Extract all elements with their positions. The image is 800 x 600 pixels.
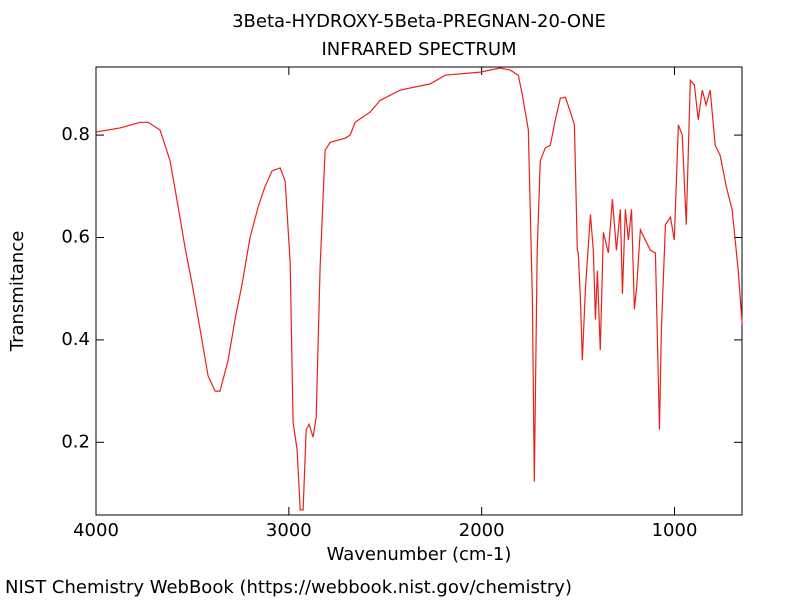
x-tick-label: 1000 <box>652 520 698 541</box>
x-axis-label: Wavenumber (cm-1) <box>327 544 512 565</box>
spectrum-line <box>95 67 743 511</box>
plot-frame <box>95 66 743 516</box>
y-tick-label: 0.6 <box>61 226 90 247</box>
x-tick-label: 4000 <box>73 520 119 541</box>
y-tick-label: 0.4 <box>61 329 90 350</box>
chart-title: 3Beta-HYDROXY-5Beta-PREGNAN-20-ONE <box>232 11 606 32</box>
source-note: NIST Chemistry WebBook (https://webbook.… <box>5 577 572 598</box>
x-tick-label: 3000 <box>266 520 312 541</box>
x-tick-label: 2000 <box>459 520 505 541</box>
y-axis-label: Transmitance <box>7 231 28 353</box>
y-tick-label: 0.8 <box>61 124 90 145</box>
chart-subtitle: INFRARED SPECTRUM <box>321 39 516 60</box>
y-tick-label: 0.2 <box>61 431 90 452</box>
